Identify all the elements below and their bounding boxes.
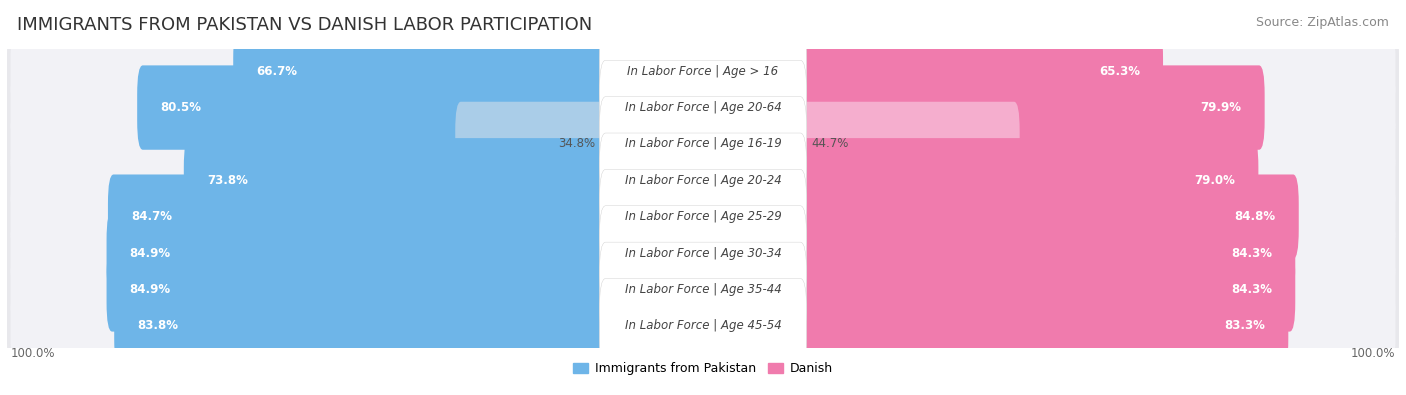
FancyBboxPatch shape: [107, 247, 612, 331]
FancyBboxPatch shape: [7, 108, 1399, 180]
FancyBboxPatch shape: [599, 24, 807, 118]
Text: 84.8%: 84.8%: [1234, 210, 1275, 223]
FancyBboxPatch shape: [599, 278, 807, 373]
Text: Source: ZipAtlas.com: Source: ZipAtlas.com: [1256, 16, 1389, 29]
FancyBboxPatch shape: [10, 118, 1396, 170]
Legend: Immigrants from Pakistan, Danish: Immigrants from Pakistan, Danish: [568, 357, 838, 380]
FancyBboxPatch shape: [599, 242, 807, 337]
FancyBboxPatch shape: [599, 97, 807, 191]
FancyBboxPatch shape: [108, 175, 612, 259]
FancyBboxPatch shape: [7, 145, 1399, 216]
Text: 44.7%: 44.7%: [811, 137, 848, 150]
FancyBboxPatch shape: [7, 181, 1399, 252]
FancyBboxPatch shape: [7, 254, 1399, 325]
Text: 79.0%: 79.0%: [1195, 174, 1236, 187]
Text: 73.8%: 73.8%: [207, 174, 247, 187]
FancyBboxPatch shape: [599, 133, 807, 228]
FancyBboxPatch shape: [10, 263, 1396, 316]
Text: 83.3%: 83.3%: [1225, 319, 1265, 332]
FancyBboxPatch shape: [794, 66, 1264, 150]
Text: 65.3%: 65.3%: [1099, 65, 1140, 78]
Text: In Labor Force | Age 35-44: In Labor Force | Age 35-44: [624, 283, 782, 296]
FancyBboxPatch shape: [794, 211, 1295, 295]
Text: In Labor Force | Age 20-24: In Labor Force | Age 20-24: [624, 174, 782, 187]
FancyBboxPatch shape: [599, 206, 807, 300]
Text: 84.9%: 84.9%: [129, 283, 170, 296]
FancyBboxPatch shape: [7, 72, 1399, 143]
Text: IMMIGRANTS FROM PAKISTAN VS DANISH LABOR PARTICIPATION: IMMIGRANTS FROM PAKISTAN VS DANISH LABOR…: [17, 16, 592, 34]
Text: In Labor Force | Age 45-54: In Labor Force | Age 45-54: [624, 319, 782, 332]
FancyBboxPatch shape: [7, 36, 1399, 107]
FancyBboxPatch shape: [794, 247, 1295, 331]
Text: In Labor Force | Age > 16: In Labor Force | Age > 16: [627, 65, 779, 78]
Text: 66.7%: 66.7%: [256, 65, 297, 78]
Text: 80.5%: 80.5%: [160, 101, 201, 114]
FancyBboxPatch shape: [184, 138, 612, 222]
FancyBboxPatch shape: [456, 102, 612, 186]
Text: 34.8%: 34.8%: [558, 137, 595, 150]
FancyBboxPatch shape: [114, 284, 612, 368]
FancyBboxPatch shape: [10, 299, 1396, 352]
Text: 100.0%: 100.0%: [1351, 347, 1396, 360]
FancyBboxPatch shape: [10, 154, 1396, 207]
FancyBboxPatch shape: [599, 60, 807, 155]
FancyBboxPatch shape: [794, 102, 1019, 186]
Text: In Labor Force | Age 30-34: In Labor Force | Age 30-34: [624, 246, 782, 260]
Text: 83.8%: 83.8%: [138, 319, 179, 332]
FancyBboxPatch shape: [7, 290, 1399, 361]
FancyBboxPatch shape: [599, 169, 807, 264]
Text: 84.7%: 84.7%: [131, 210, 172, 223]
FancyBboxPatch shape: [794, 175, 1299, 259]
FancyBboxPatch shape: [794, 284, 1288, 368]
FancyBboxPatch shape: [10, 45, 1396, 98]
Text: 79.9%: 79.9%: [1201, 101, 1241, 114]
FancyBboxPatch shape: [107, 211, 612, 295]
FancyBboxPatch shape: [794, 29, 1163, 113]
Text: In Labor Force | Age 16-19: In Labor Force | Age 16-19: [624, 137, 782, 150]
Text: 84.3%: 84.3%: [1232, 246, 1272, 260]
Text: 100.0%: 100.0%: [10, 347, 55, 360]
Text: 84.3%: 84.3%: [1232, 283, 1272, 296]
Text: 84.9%: 84.9%: [129, 246, 170, 260]
FancyBboxPatch shape: [7, 217, 1399, 289]
FancyBboxPatch shape: [10, 190, 1396, 243]
FancyBboxPatch shape: [138, 66, 612, 150]
Text: In Labor Force | Age 25-29: In Labor Force | Age 25-29: [624, 210, 782, 223]
FancyBboxPatch shape: [10, 227, 1396, 279]
Text: In Labor Force | Age 20-64: In Labor Force | Age 20-64: [624, 101, 782, 114]
FancyBboxPatch shape: [233, 29, 612, 113]
FancyBboxPatch shape: [10, 81, 1396, 134]
FancyBboxPatch shape: [794, 138, 1258, 222]
